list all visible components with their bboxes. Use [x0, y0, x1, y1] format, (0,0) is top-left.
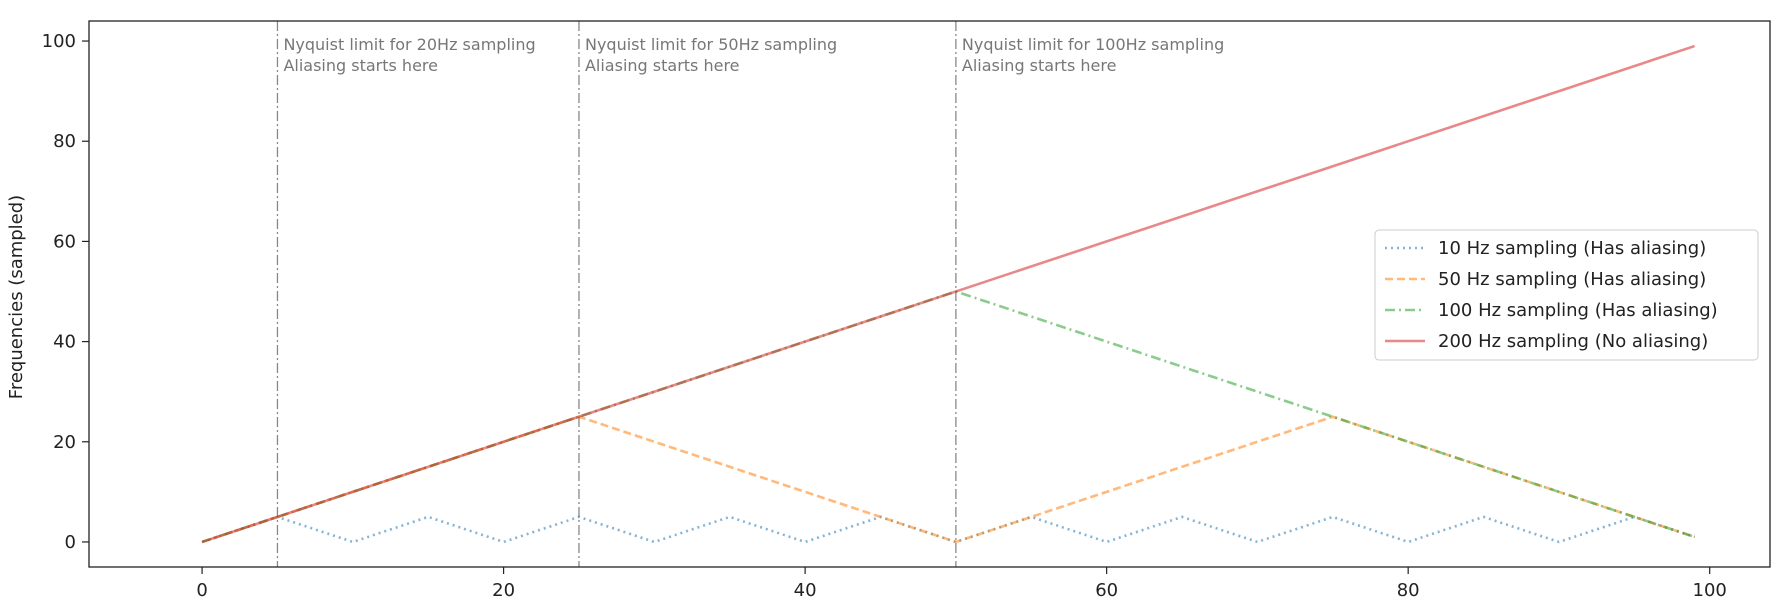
series-line-1: [201, 415, 1696, 544]
x-tick-label-3: 60: [1095, 580, 1118, 600]
y-tick-label-3: 60: [53, 231, 76, 252]
legend-box: [1374, 229, 1759, 361]
legend-label-0: 10 Hz sampling (Has aliasing): [1438, 238, 1706, 259]
x-tick-label-2: 40: [794, 580, 817, 600]
plot-area: [201, 21, 1696, 567]
x-tick-label-1: 20: [492, 580, 515, 600]
plot-frame: [88, 20, 1771, 568]
nyquist-annotation-title-2: Nyquist limit for 100Hz sampling: [962, 35, 1224, 54]
legend-label-1: 50 Hz sampling (Has aliasing): [1438, 269, 1706, 290]
y-tick-label-0: 0: [65, 532, 76, 553]
nyquist-annotation-note-2: Aliasing starts here: [962, 56, 1117, 75]
x-tick-label-4: 80: [1397, 580, 1420, 600]
y-axis-label: Frequencies (sampled): [6, 195, 27, 399]
legend-label-3: 200 Hz sampling (No aliasing): [1438, 331, 1708, 352]
series-line-3: [201, 44, 1696, 544]
y-axis: 0 20 40 60 80 100: [42, 31, 89, 553]
y-tick-label-2: 40: [53, 332, 76, 353]
legend: 10 Hz sampling (Has aliasing) 50 Hz sampl…: [1374, 229, 1759, 361]
y-tick-label-5: 100: [42, 31, 76, 52]
x-axis: 0 20 40 60 80 100: [196, 567, 1727, 600]
nyquist-annotation-title-0: Nyquist limit for 20Hz sampling: [283, 35, 535, 54]
nyquist-annotation-note-1: Aliasing starts here: [585, 56, 740, 75]
y-tick-label-1: 20: [53, 432, 76, 453]
x-tick-label-0: 0: [196, 580, 207, 600]
x-tick-label-5: 100: [1693, 580, 1727, 600]
series-line-0: [201, 515, 1696, 544]
nyquist-annotation-title-1: Nyquist limit for 50Hz sampling: [585, 35, 837, 54]
annotations: Nyquist limit for 20Hz sampling Aliasing …: [283, 35, 1224, 75]
y-tick-label-4: 80: [53, 131, 76, 152]
nyquist-annotation-note-0: Aliasing starts here: [283, 56, 438, 75]
legend-label-2: 100 Hz sampling (Has aliasing): [1438, 300, 1718, 321]
